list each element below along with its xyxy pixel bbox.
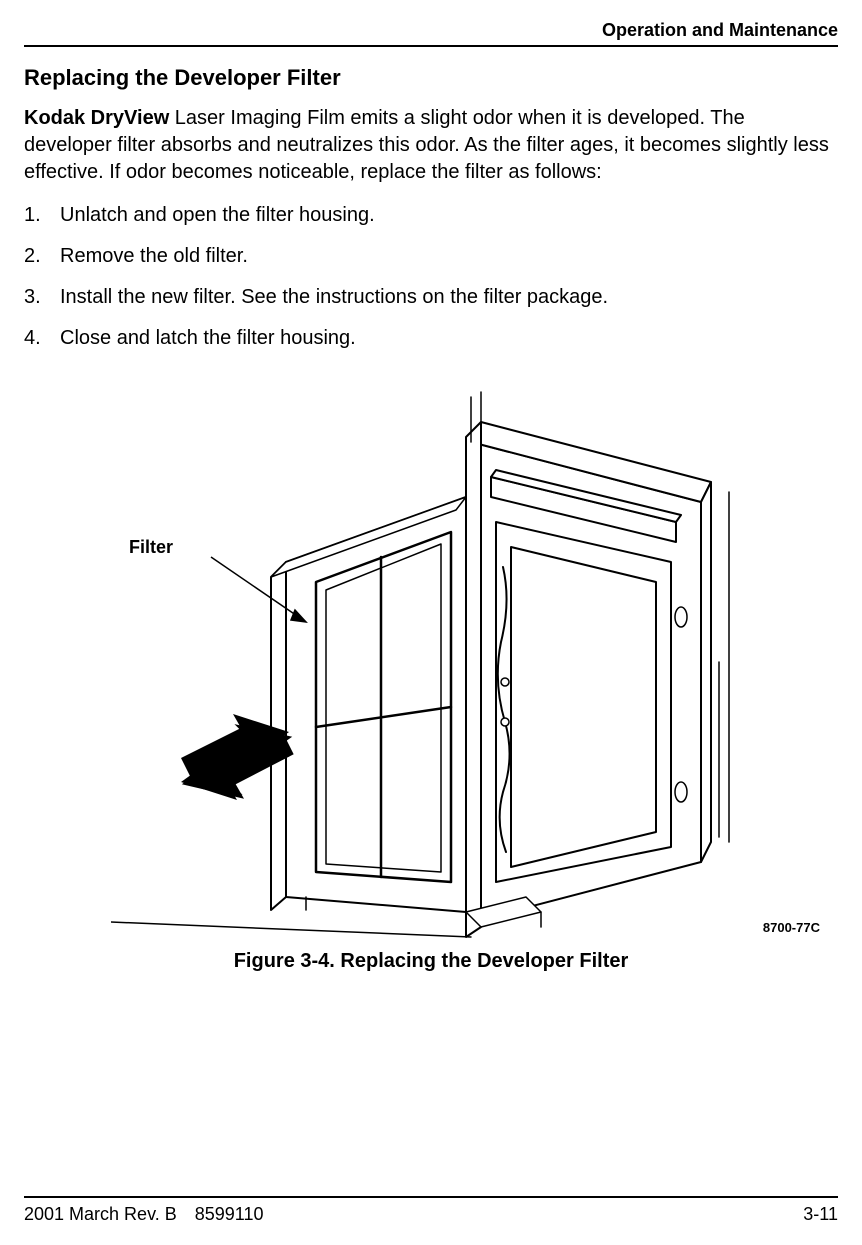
drawing-code: 8700-77C [763, 920, 820, 935]
intro-paragraph: Kodak DryView Laser Imaging Film emits a… [24, 105, 838, 186]
footer-doc-number: 8599110 [195, 1204, 264, 1225]
step-item: Remove the old filter. [24, 243, 838, 270]
footer-left: 2001 March Rev. B 8599110 [24, 1204, 264, 1225]
figure-caption: Figure 3-4. Replacing the Developer Filt… [24, 950, 838, 973]
filter-housing-illustration [111, 382, 751, 942]
chapter-header: Operation and Maintenance [24, 20, 838, 47]
footer-page-number: 3-11 [803, 1204, 838, 1225]
footer-date-rev: 2001 March Rev. B [24, 1204, 177, 1225]
step-item: Install the new filter. See the instruct… [24, 284, 838, 311]
step-item: Close and latch the filter housing. [24, 325, 838, 352]
section-title: Replacing the Developer Filter [24, 65, 838, 91]
filter-callout-label: Filter [129, 537, 173, 558]
page-footer: 2001 March Rev. B 8599110 3-11 [24, 1196, 838, 1225]
step-item: Unlatch and open the filter housing. [24, 202, 838, 229]
figure-container: Filter [24, 382, 838, 973]
chapter-title-text: Operation and Maintenance [602, 20, 838, 40]
intro-bold-lead: Kodak DryView [24, 107, 169, 129]
steps-list: Unlatch and open the filter housing. Rem… [24, 202, 838, 352]
